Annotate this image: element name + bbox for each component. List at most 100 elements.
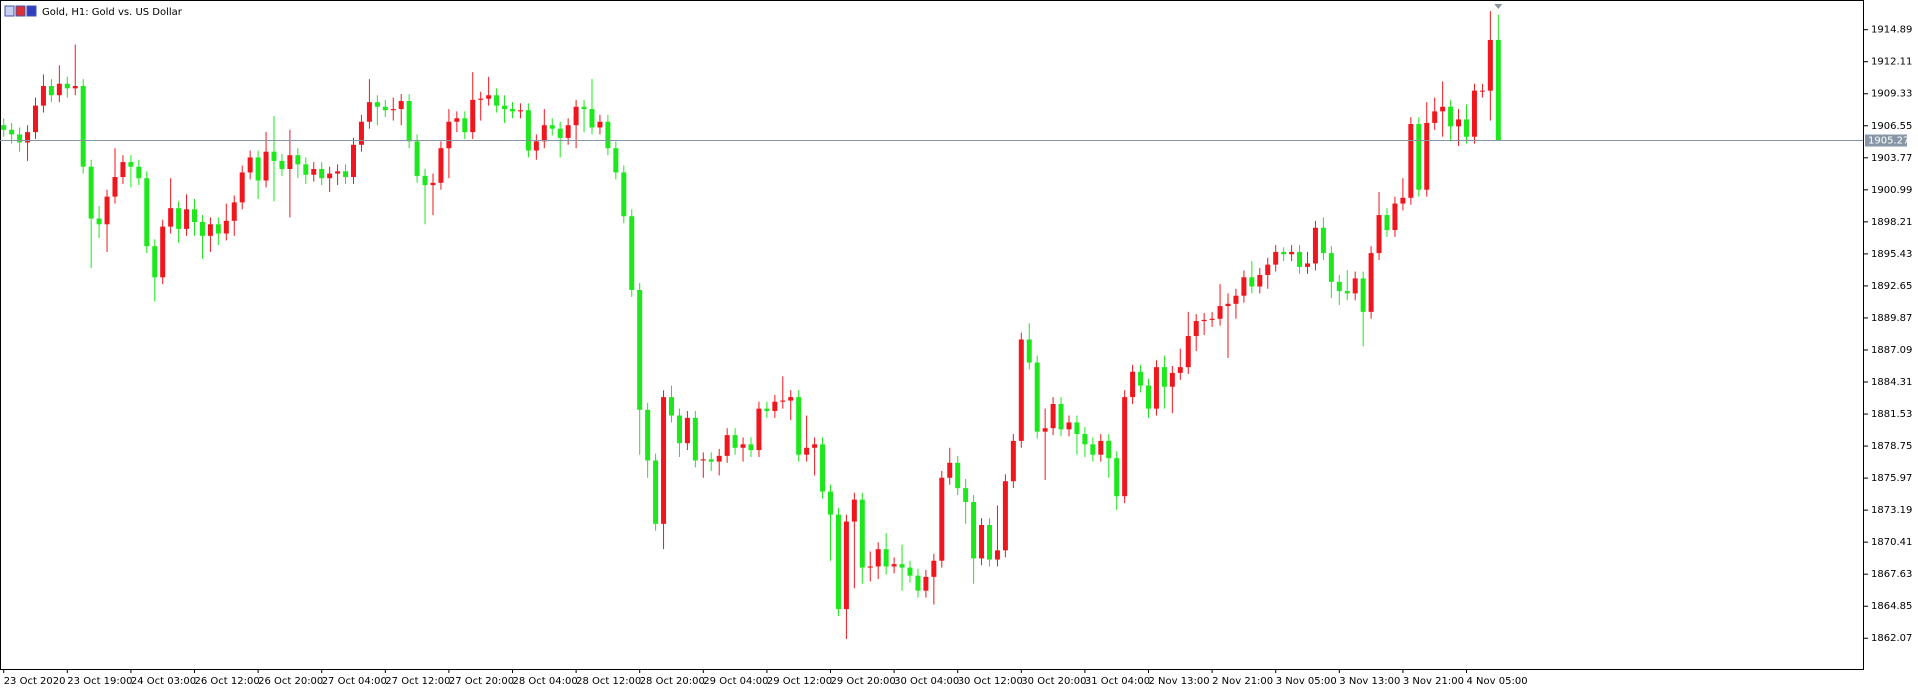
candle-body: [303, 164, 309, 175]
candle-body: [1384, 215, 1390, 231]
candle-body: [1241, 277, 1247, 296]
candle-body: [780, 400, 786, 402]
x-tick-label: 26 Oct 20:00: [258, 676, 323, 687]
candle-body: [1114, 458, 1120, 497]
candle-body: [804, 447, 810, 455]
candle-body: [1289, 251, 1295, 255]
candle-body: [684, 417, 690, 444]
candle-body: [764, 408, 770, 411]
candle-body: [271, 151, 277, 161]
candle-body: [366, 102, 372, 122]
candle-body: [72, 86, 78, 89]
x-tick-label: 27 Oct 20:00: [449, 676, 514, 687]
y-tick-label: 1881.53: [1871, 409, 1912, 420]
candle-body: [859, 499, 865, 568]
candle-body: [374, 102, 380, 107]
candle-body: [40, 86, 46, 106]
candle-body: [645, 409, 651, 461]
candle-body: [621, 172, 627, 217]
y-tick-label: 1892.65: [1871, 281, 1912, 292]
y-tick-label: 1898.21: [1871, 217, 1912, 228]
candle-body: [390, 109, 396, 111]
x-tick-label: 2 Nov 21:00: [1212, 676, 1273, 687]
candle-body: [199, 221, 205, 236]
candle-body: [25, 132, 31, 143]
candle-body: [311, 168, 317, 175]
candle-body: [1257, 274, 1263, 287]
candle-body: [661, 397, 667, 524]
candle-body: [279, 160, 285, 169]
candle-body: [955, 462, 961, 489]
candle-body: [239, 172, 245, 203]
candle-body: [1138, 371, 1144, 386]
last-bar-marker: [1494, 4, 1503, 9]
candle-body: [1416, 124, 1422, 190]
candle-body: [708, 459, 714, 462]
x-tick-label: 30 Oct 20:00: [1021, 676, 1086, 687]
candle-body: [1153, 367, 1159, 409]
candle-body: [1448, 106, 1454, 127]
candle-body: [1487, 39, 1493, 91]
x-tick-label: 28 Oct 12:00: [576, 676, 641, 687]
candle-body: [422, 175, 428, 186]
candle-body: [1018, 339, 1024, 441]
x-tick-label: 3 Nov 05:00: [1276, 676, 1337, 687]
candle-body: [1034, 362, 1040, 432]
candle-body: [1424, 122, 1430, 190]
candle-body: [899, 564, 905, 568]
candle-body: [692, 417, 698, 461]
candle-body: [1201, 319, 1207, 322]
candle-body: [176, 208, 182, 229]
candle-body: [48, 86, 54, 96]
candle-body: [136, 166, 142, 179]
candle-body: [1066, 422, 1072, 430]
y-tick-label: 1867.63: [1871, 569, 1912, 580]
candle-body: [1098, 440, 1104, 455]
candle-body: [1320, 227, 1326, 254]
candle-body: [971, 501, 977, 559]
y-tick-label: 1912.11: [1871, 57, 1912, 68]
candle-body: [327, 173, 333, 179]
candle-body: [883, 549, 889, 567]
candle-body: [1328, 253, 1334, 282]
candle-body: [120, 162, 126, 178]
candle-body: [557, 128, 563, 138]
candle-body: [1106, 440, 1112, 459]
candle-body: [907, 567, 913, 576]
x-tick-label: 29 Oct 04:00: [703, 676, 768, 687]
candle-body: [446, 121, 452, 149]
candle-body: [756, 408, 762, 451]
candle-body: [160, 226, 166, 278]
x-tick-label: 23 Oct 19:00: [67, 676, 132, 687]
candle-body: [215, 224, 221, 234]
candle-body: [343, 171, 349, 178]
candle-body: [724, 435, 730, 456]
candle-body: [64, 83, 70, 89]
x-tick-label: 27 Oct 12:00: [385, 676, 450, 687]
y-tick-label: 1864.85: [1871, 601, 1912, 612]
candle-body: [796, 397, 802, 455]
y-tick-label: 1889.87: [1871, 313, 1912, 324]
candle-body: [573, 106, 579, 126]
candle-body: [700, 459, 706, 461]
y-tick-label: 1875.97: [1871, 473, 1912, 484]
x-tick-label: 23 Oct 2020: [4, 676, 66, 687]
candle-body: [1146, 385, 1151, 409]
candle-body: [541, 125, 547, 142]
candle-body: [1122, 397, 1128, 497]
candle-body: [1368, 253, 1374, 312]
y-tick-label: 1873.19: [1871, 505, 1912, 516]
x-tick-label: 28 Oct 04:00: [513, 676, 578, 687]
candle-body: [494, 95, 500, 106]
candle-body: [867, 566, 873, 568]
y-tick-label: 1870.41: [1871, 537, 1912, 548]
candle-body: [112, 177, 118, 197]
candle-body: [1225, 303, 1231, 307]
x-tick-label: 30 Oct 12:00: [958, 676, 1023, 687]
candle-body: [430, 182, 436, 186]
candle-body: [939, 477, 945, 561]
candle-body: [1026, 339, 1032, 363]
candle-body: [1265, 264, 1271, 275]
candle-body: [1, 125, 7, 130]
